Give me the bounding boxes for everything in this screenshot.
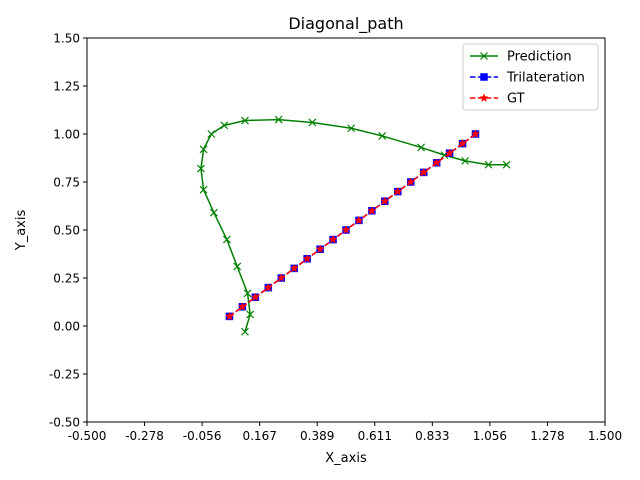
legend-item: Prediction bbox=[470, 50, 572, 65]
data-point bbox=[471, 129, 480, 138]
data-point bbox=[237, 302, 247, 311]
y-axis-label: Y_axis bbox=[14, 210, 29, 252]
y-tick-label: -0.25 bbox=[49, 368, 80, 382]
data-point bbox=[367, 206, 377, 215]
data-point bbox=[378, 131, 387, 140]
data-point bbox=[406, 177, 416, 186]
x-tick-label: -0.278 bbox=[125, 429, 164, 443]
data-point bbox=[419, 167, 429, 177]
data-point bbox=[315, 244, 325, 253]
data-point bbox=[302, 254, 312, 263]
data-point bbox=[250, 292, 260, 301]
y-tick-label: 1.25 bbox=[53, 80, 80, 94]
x-tick-label: 1.278 bbox=[530, 429, 564, 443]
x-tick-label: 0.833 bbox=[415, 429, 449, 443]
y-tick-label: -0.50 bbox=[49, 416, 80, 430]
y-tick-label: 0.25 bbox=[53, 272, 80, 286]
data-point bbox=[328, 234, 338, 244]
data-point bbox=[354, 215, 364, 225]
x-tick-label: 1.500 bbox=[588, 429, 622, 443]
y-tick-label: 0.50 bbox=[53, 224, 80, 238]
data-point bbox=[393, 186, 403, 196]
series-gt bbox=[225, 129, 480, 321]
plot-area bbox=[197, 115, 511, 336]
y-tick-label: 1.50 bbox=[53, 32, 80, 46]
data-point bbox=[484, 160, 493, 169]
legend-marker bbox=[479, 93, 489, 102]
data-point bbox=[417, 143, 426, 152]
data-point bbox=[197, 164, 205, 173]
data-point bbox=[274, 115, 283, 124]
data-point bbox=[199, 185, 208, 194]
data-point bbox=[502, 160, 511, 169]
chart-title: Diagonal_path bbox=[288, 14, 403, 34]
data-point bbox=[241, 116, 249, 125]
y-tick-label: 0.75 bbox=[53, 176, 80, 190]
data-point bbox=[289, 263, 299, 273]
data-point bbox=[207, 130, 216, 138]
legend-label: GT bbox=[507, 92, 525, 107]
data-point bbox=[432, 158, 442, 167]
x-tick-label: 0.167 bbox=[242, 429, 276, 443]
data-point bbox=[243, 289, 252, 298]
legend-item: GT bbox=[470, 92, 525, 107]
x-tick-label: -0.056 bbox=[183, 429, 222, 443]
data-point bbox=[241, 327, 249, 336]
data-point bbox=[347, 124, 356, 133]
data-point bbox=[380, 196, 390, 205]
legend-label: Trilateration bbox=[506, 71, 585, 86]
data-point bbox=[220, 121, 229, 130]
data-point bbox=[225, 311, 234, 321]
data-point bbox=[341, 225, 351, 234]
x-tick-label: 1.056 bbox=[473, 429, 507, 443]
data-point bbox=[263, 282, 273, 292]
data-point bbox=[308, 118, 317, 127]
data-point bbox=[199, 145, 208, 154]
x-tick-label: -0.500 bbox=[68, 429, 107, 443]
legend: Prediction Trilateration GT bbox=[462, 43, 599, 111]
y-tick-label: 1.00 bbox=[53, 128, 80, 142]
data-point bbox=[276, 273, 286, 282]
series-line bbox=[200, 118, 507, 332]
data-point bbox=[209, 208, 218, 217]
legend-item: Trilateration bbox=[470, 71, 585, 86]
x-tick-label: 0.611 bbox=[358, 429, 392, 443]
legend-marker bbox=[480, 52, 488, 60]
data-point bbox=[445, 148, 455, 157]
data-point bbox=[461, 156, 470, 165]
data-point bbox=[233, 262, 242, 271]
axis-ticks: -0.500 -0.278 -0.056 0.167 0.389 0.611 0.833 1.… bbox=[49, 32, 622, 444]
data-point bbox=[458, 138, 467, 148]
series-prediction bbox=[197, 115, 511, 336]
data-point bbox=[222, 235, 231, 244]
data-point bbox=[246, 310, 255, 319]
legend-label: Prediction bbox=[507, 50, 572, 65]
y-tick-label: 0.00 bbox=[53, 320, 80, 334]
legend-marker bbox=[480, 73, 488, 81]
x-axis-label: X_axis bbox=[325, 451, 367, 466]
x-tick-label: 0.389 bbox=[300, 429, 334, 443]
legend-box bbox=[462, 43, 599, 111]
